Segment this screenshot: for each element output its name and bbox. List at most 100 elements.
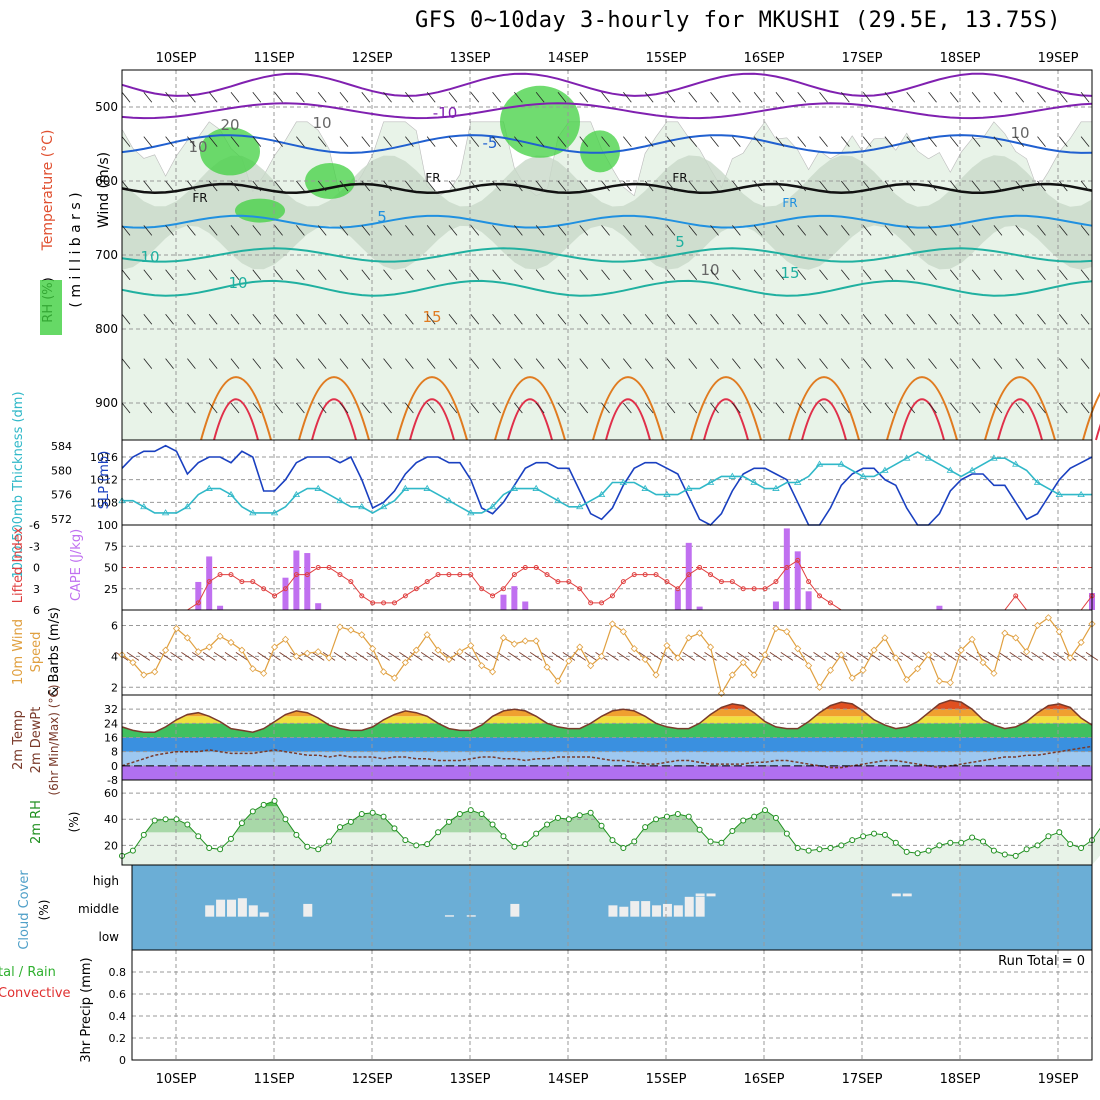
wind-barb: [143, 269, 153, 281]
wind-barb: [1058, 402, 1068, 414]
lifted-index-marker: [391, 600, 397, 606]
wind10-marker: [1023, 648, 1031, 656]
cloud-middle-bar: [466, 915, 476, 917]
wind-barb: [317, 180, 327, 192]
wind10-marker: [870, 646, 878, 654]
wind-barb: [470, 91, 480, 103]
lifted-index-marker: [359, 593, 365, 599]
wind-barb: [121, 402, 131, 414]
wind10-marker: [750, 671, 758, 679]
rh2m-marker: [467, 807, 474, 814]
wind10-barb: [693, 652, 706, 661]
wind-barb: [579, 136, 589, 147]
thickness-marker: [1077, 490, 1085, 498]
rh2m-marker: [217, 846, 224, 853]
wind-barb: [1037, 225, 1046, 236]
wind-barb: [819, 225, 828, 236]
wind10-barb: [279, 652, 292, 661]
wind-barb: [165, 180, 174, 192]
wind10-barb: [453, 652, 467, 661]
temp-contour-20: [298, 376, 370, 441]
wind10-barb: [192, 652, 205, 661]
thickness-marker: [685, 484, 693, 491]
wind-barb: [1037, 180, 1046, 192]
wind-barb: [993, 180, 1003, 192]
wind-barb: [732, 91, 741, 103]
wind-barb: [1037, 358, 1046, 369]
wind10-barb: [1031, 652, 1044, 661]
wind-barb: [296, 91, 305, 103]
wind-barb: [339, 313, 349, 325]
wind-barb: [492, 91, 501, 103]
wind-barb: [601, 180, 610, 192]
wind-barb: [688, 402, 698, 414]
wind10-barb: [682, 652, 695, 661]
rh2m-marker: [1056, 829, 1063, 836]
wind-barb: [1058, 180, 1068, 192]
cloud-middle-bar: [510, 903, 520, 917]
wind-barb: [666, 313, 676, 325]
wind-barb: [1015, 402, 1025, 414]
cape-bar: [304, 553, 311, 610]
wind-barb: [906, 180, 916, 192]
wind-barb: [557, 225, 567, 236]
thickness-marker: [336, 496, 344, 504]
wind-barb: [753, 313, 763, 325]
wind-barb: [971, 269, 981, 281]
temp-contour-25: [605, 398, 651, 441]
wind10-marker: [881, 634, 889, 642]
wind10-barb: [878, 652, 892, 661]
wind10-barb: [769, 652, 783, 661]
wind10-marker: [510, 640, 518, 648]
wind10-marker: [935, 677, 943, 685]
thickness-tick-label: 584: [51, 440, 72, 453]
wind-barb: [710, 91, 719, 103]
rh2m-marker: [958, 839, 965, 846]
wind10-barb: [1074, 652, 1088, 661]
wind-barb: [993, 313, 1003, 325]
cloud-level-label: middle: [78, 902, 119, 916]
wind-barb: [361, 136, 371, 147]
lifted-index-marker: [261, 586, 267, 592]
wind-barb: [644, 313, 654, 325]
wind10-marker: [467, 641, 475, 650]
wind10-barb: [148, 652, 161, 661]
temp2m-line: [121, 699, 1093, 733]
wind-barb: [950, 225, 959, 236]
wind-barb: [732, 180, 741, 192]
wind-barb: [688, 269, 698, 281]
convective-label: Convective: [0, 986, 71, 1001]
wind10-marker: [608, 620, 617, 628]
lifted-index-marker: [304, 572, 310, 578]
top-date-label: 11SEP: [254, 51, 295, 66]
wind10-barb: [388, 652, 401, 661]
wind-barb: [317, 358, 327, 369]
wind-barb: [361, 313, 371, 325]
lifted-index-marker: [827, 600, 833, 606]
wind10-marker: [924, 651, 933, 659]
thickness-marker: [946, 466, 955, 473]
top-date-label: 19SEP: [1038, 51, 1079, 66]
lifted-index-marker: [239, 579, 245, 585]
wind-barb: [405, 313, 414, 325]
wind-barb: [1080, 313, 1090, 325]
top-date-label: 13SEP: [450, 51, 491, 66]
cape-tick-label: 75: [104, 540, 118, 553]
wind10-marker: [815, 683, 824, 691]
wind-barb: [1037, 136, 1046, 147]
wind10-marker: [619, 628, 627, 636]
bottom-date-label: 13SEP: [450, 1072, 491, 1087]
slp-tick-label: 1016: [90, 451, 118, 464]
rh2m-marker: [282, 816, 289, 823]
wind10-barb: [867, 652, 881, 661]
wind-barb: [361, 269, 371, 281]
lifted-index-marker: [708, 572, 714, 578]
rh2m-marker: [805, 847, 812, 854]
wind10-marker: [303, 649, 311, 657]
wind10-barb: [344, 652, 358, 661]
wind-barb: [405, 225, 414, 236]
wind-barb: [252, 313, 262, 325]
wind-barb: [862, 180, 872, 192]
lifted-index-marker: [348, 579, 354, 585]
wind-barb: [623, 269, 632, 281]
